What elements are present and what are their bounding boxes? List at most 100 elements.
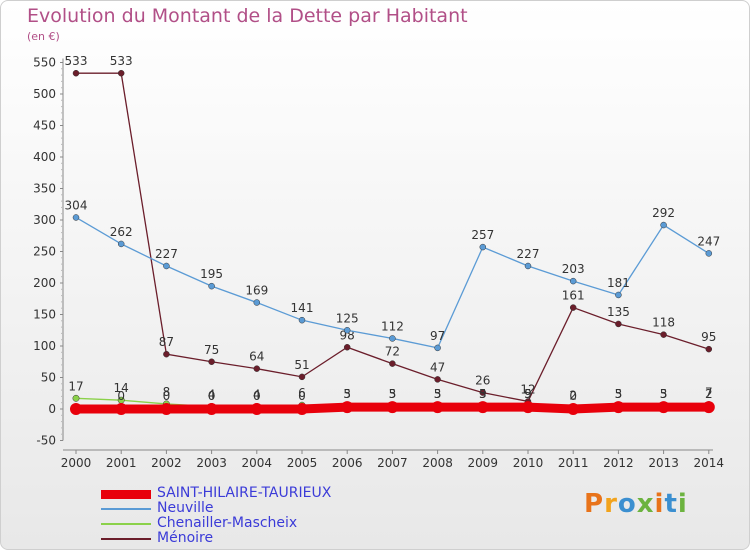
data-label: 141: [291, 301, 314, 315]
x-tick-label: 2007: [377, 456, 408, 470]
data-label: 3: [343, 387, 351, 401]
series-saint-hilaire-taurieux: [70, 401, 715, 415]
data-label: 533: [65, 54, 88, 68]
data-point: [72, 69, 80, 77]
data-label: 26: [475, 374, 490, 388]
data-label: 227: [517, 247, 540, 261]
x-tick-label: 2000: [61, 456, 92, 470]
data-label: 227: [155, 247, 178, 261]
x-tick-label: 2013: [648, 456, 679, 470]
y-tick-label: 400: [33, 150, 56, 164]
data-point: [657, 401, 670, 414]
data-label: 3: [660, 387, 668, 401]
data-label: 257: [471, 228, 494, 242]
data-label: 262: [110, 225, 133, 239]
data-label: 203: [562, 262, 585, 276]
data-label: 64: [249, 350, 264, 364]
legend-label-menoire: Ménoire: [157, 530, 214, 546]
data-label: 12: [520, 382, 535, 396]
data-label: 72: [385, 345, 400, 359]
data-label: 181: [607, 276, 630, 290]
data-label: 304: [65, 198, 88, 212]
data-label: 5: [479, 387, 487, 401]
data-label: 0: [569, 389, 577, 403]
chart-title: Evolution du Montant de la Dette par Hab…: [27, 5, 468, 27]
data-point: [341, 401, 354, 414]
legend-swatch-menoire: [101, 538, 151, 540]
proxiti-logo: Proxiti: [584, 489, 688, 519]
x-tick-label: 2008: [422, 456, 453, 470]
legend-swatch-neuville: [101, 508, 151, 510]
legend-label-chenailler: Chenailler-Mascheix: [157, 515, 298, 531]
data-label: 98: [340, 328, 355, 342]
data-label: 5: [660, 387, 668, 401]
data-point: [434, 344, 441, 352]
data-label: 75: [204, 343, 219, 357]
data-label: 125: [336, 311, 359, 325]
data-label: 5: [343, 387, 351, 401]
data-point: [70, 403, 82, 415]
y-tick-label: 300: [33, 213, 56, 227]
legend-swatch-saint-hilaire: [101, 490, 151, 499]
data-point: [298, 373, 306, 381]
data-label: 95: [701, 330, 716, 344]
data-label: 4: [208, 387, 216, 401]
data-label: 7: [705, 386, 713, 400]
data-point: [250, 403, 263, 415]
data-point: [434, 376, 441, 383]
data-point: [615, 320, 622, 328]
data-point: [72, 214, 80, 221]
data-label: 5: [434, 387, 442, 401]
legend-label-neuville: Neuville: [157, 500, 214, 516]
data-label: 0: [298, 389, 306, 403]
x-tick-label: 2005: [287, 456, 318, 470]
data-label: 47: [430, 360, 445, 374]
data-point: [72, 394, 80, 402]
data-point: [117, 69, 125, 77]
data-label: 0: [163, 389, 171, 403]
data-point: [117, 240, 125, 248]
data-label: 3: [389, 387, 397, 401]
data-label: 0: [117, 389, 125, 403]
data-label: 6: [298, 386, 306, 400]
data-label: 0: [253, 389, 261, 403]
x-tick-label: 2011: [558, 456, 589, 470]
logo-letter: x: [636, 489, 655, 519]
data-point: [343, 327, 351, 334]
data-label: 9: [524, 387, 532, 401]
data-label: 135: [607, 305, 630, 319]
data-point: [479, 389, 487, 396]
y-tick-label: 350: [33, 182, 56, 196]
data-label: 169: [245, 284, 268, 298]
data-point: [298, 316, 306, 324]
logo-letter: o: [617, 489, 637, 519]
logo-letter: r: [604, 489, 618, 519]
x-tick-label: 2009: [468, 456, 499, 470]
data-label: 2: [569, 389, 577, 403]
x-tick-label: 2002: [151, 456, 182, 470]
data-label: 0: [208, 389, 216, 403]
data-label: 5: [615, 387, 623, 401]
y-tick-label: -50: [36, 434, 56, 448]
x-tick-label: 2001: [106, 456, 137, 470]
data-label: 87: [159, 335, 174, 349]
logo-letter: P: [584, 489, 605, 519]
data-point: [163, 350, 170, 358]
logo-letter: i: [654, 489, 665, 519]
data-label: 5: [389, 387, 397, 401]
data-point: [115, 403, 128, 415]
data-point: [205, 403, 218, 415]
x-tick-label: 2003: [196, 456, 227, 470]
data-point: [253, 299, 261, 306]
data-label: 161: [562, 289, 585, 303]
data-point: [386, 401, 399, 414]
x-tick-label: 2012: [603, 456, 634, 470]
y-tick-label: 250: [33, 245, 56, 259]
y-tick-label: 500: [33, 87, 56, 101]
data-label: 118: [652, 316, 675, 330]
x-tick-label: 2006: [332, 456, 363, 470]
data-point: [343, 344, 351, 351]
